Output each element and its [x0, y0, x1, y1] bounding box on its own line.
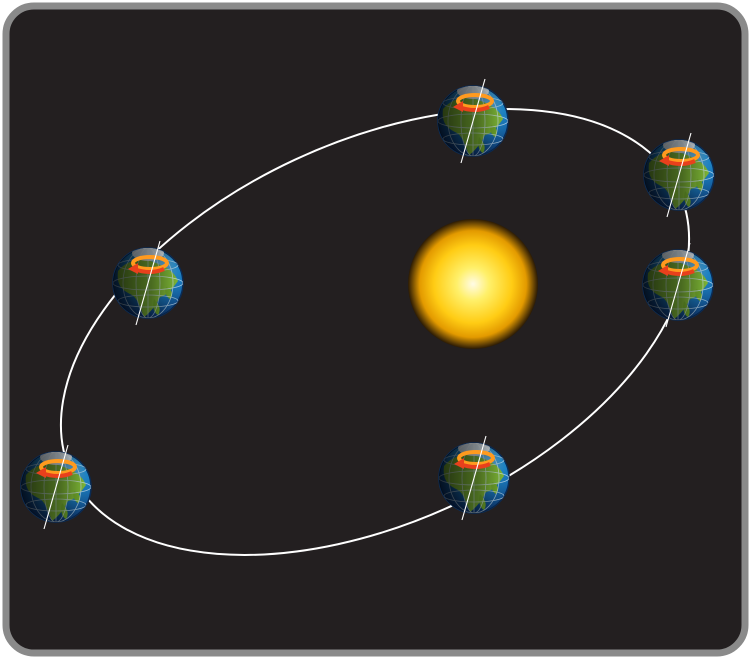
sun-icon: [408, 219, 538, 349]
